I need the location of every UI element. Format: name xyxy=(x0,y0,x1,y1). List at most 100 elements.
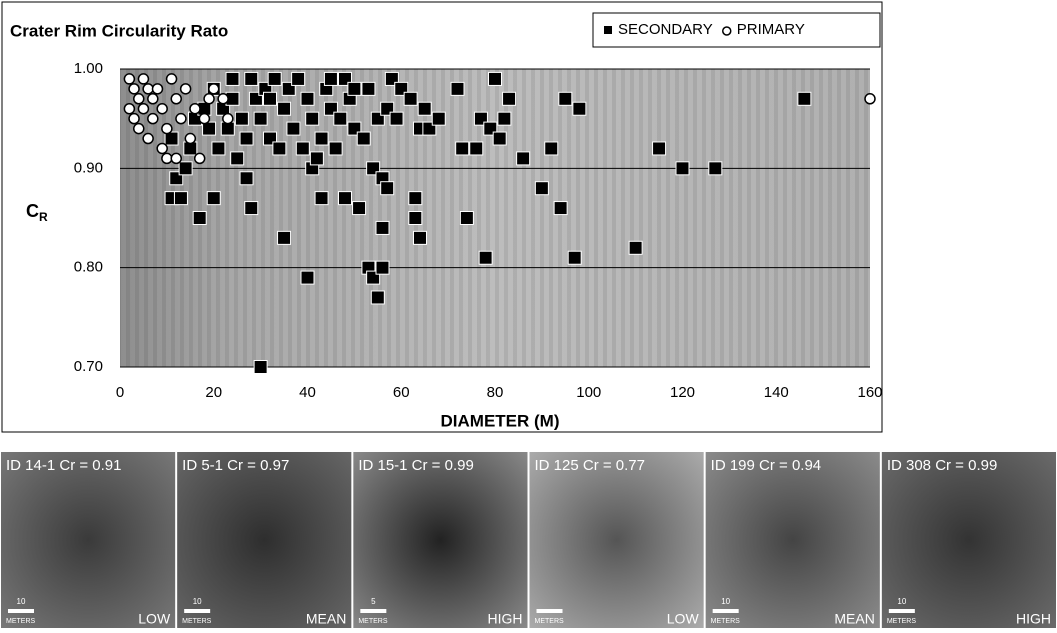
scale-unit: METERS xyxy=(358,618,388,625)
point xyxy=(291,71,306,86)
point xyxy=(708,161,723,176)
panel-image xyxy=(1,452,176,628)
scale-value: 10 xyxy=(897,597,906,606)
point xyxy=(455,141,470,156)
point xyxy=(328,141,343,156)
point xyxy=(403,91,418,106)
panel-image xyxy=(881,452,1056,628)
point xyxy=(192,211,207,225)
legend-marker xyxy=(604,26,612,34)
point xyxy=(217,93,229,105)
point xyxy=(156,142,168,155)
point xyxy=(347,81,362,96)
point xyxy=(225,71,240,86)
point xyxy=(244,71,259,86)
point xyxy=(123,73,136,85)
scale-value: 5 xyxy=(371,597,376,606)
point xyxy=(628,240,643,255)
point xyxy=(408,211,423,225)
scale-unit: METERS xyxy=(6,618,36,625)
point xyxy=(239,171,254,186)
point xyxy=(497,111,512,126)
point xyxy=(170,152,182,165)
x-tick-label: 100 xyxy=(576,384,601,401)
y-axis-title: CR xyxy=(26,201,48,224)
panel-caption: ID 15-1 Cr = 0.99 xyxy=(358,457,473,474)
legend xyxy=(592,12,881,48)
point xyxy=(534,181,549,196)
point xyxy=(544,141,559,156)
point xyxy=(375,260,390,275)
point xyxy=(147,112,159,125)
point xyxy=(314,131,329,146)
point xyxy=(408,191,423,206)
point xyxy=(478,250,493,265)
scale-bar xyxy=(888,609,915,613)
x-tick-label: 60 xyxy=(393,384,410,401)
scale-bar xyxy=(360,609,387,613)
point xyxy=(128,112,140,125)
scale-unit: METERS xyxy=(887,618,917,625)
point xyxy=(179,83,192,95)
point xyxy=(263,91,277,106)
x-axis-title: DIAMETER (M) xyxy=(441,411,560,430)
point xyxy=(572,101,587,116)
panel-caption: ID 308 Cr = 0.99 xyxy=(887,457,997,474)
legend-marker xyxy=(722,26,732,36)
point xyxy=(203,93,215,105)
point xyxy=(375,220,390,235)
point xyxy=(431,111,446,126)
y-axis-title-main: C xyxy=(26,201,39,221)
panel-image xyxy=(177,452,352,628)
point xyxy=(370,290,385,305)
point xyxy=(164,131,179,146)
point xyxy=(300,270,315,285)
scale-unit: METERS xyxy=(535,618,565,625)
plot-texture xyxy=(120,69,870,367)
point xyxy=(675,161,690,176)
quality-label: HIGH xyxy=(1016,611,1051,627)
scale-unit: METERS xyxy=(182,618,212,625)
point xyxy=(244,201,259,216)
point xyxy=(286,121,301,136)
point xyxy=(413,230,427,245)
point xyxy=(553,201,568,216)
panel-caption: ID 125 Cr = 0.77 xyxy=(535,457,645,474)
point xyxy=(305,111,320,126)
point xyxy=(567,250,582,265)
point xyxy=(222,112,234,125)
scale-value: 10 xyxy=(193,597,202,606)
point xyxy=(211,141,226,156)
point xyxy=(502,91,517,106)
scale-bar xyxy=(712,609,739,613)
x-tick-label: 0 xyxy=(116,384,124,401)
point xyxy=(469,141,484,156)
y-tick-label: 0.70 xyxy=(74,358,103,375)
point xyxy=(516,151,531,166)
y-tick-label: 0.80 xyxy=(74,259,103,276)
point xyxy=(389,111,404,126)
point xyxy=(234,111,249,126)
point xyxy=(323,71,338,86)
x-tick-label: 120 xyxy=(670,384,695,401)
point xyxy=(239,131,254,146)
x-tick-label: 40 xyxy=(299,384,316,401)
y-tick-label: 1.00 xyxy=(74,60,103,77)
point xyxy=(333,111,348,126)
point xyxy=(151,83,164,95)
panel-caption: ID 14-1 Cr = 0.91 xyxy=(6,457,121,474)
point xyxy=(202,121,217,136)
point xyxy=(492,131,507,146)
scale-bar xyxy=(8,609,34,613)
point xyxy=(173,191,188,206)
point xyxy=(488,71,502,86)
panel-caption: ID 5-1 Cr = 0.97 xyxy=(182,457,289,474)
legend-label: PRIMARY xyxy=(737,21,805,38)
point xyxy=(156,102,168,115)
x-tick-label: 140 xyxy=(764,384,789,401)
scale-unit: METERS xyxy=(711,618,741,625)
x-tick-label: 20 xyxy=(205,384,222,401)
point xyxy=(198,112,211,125)
